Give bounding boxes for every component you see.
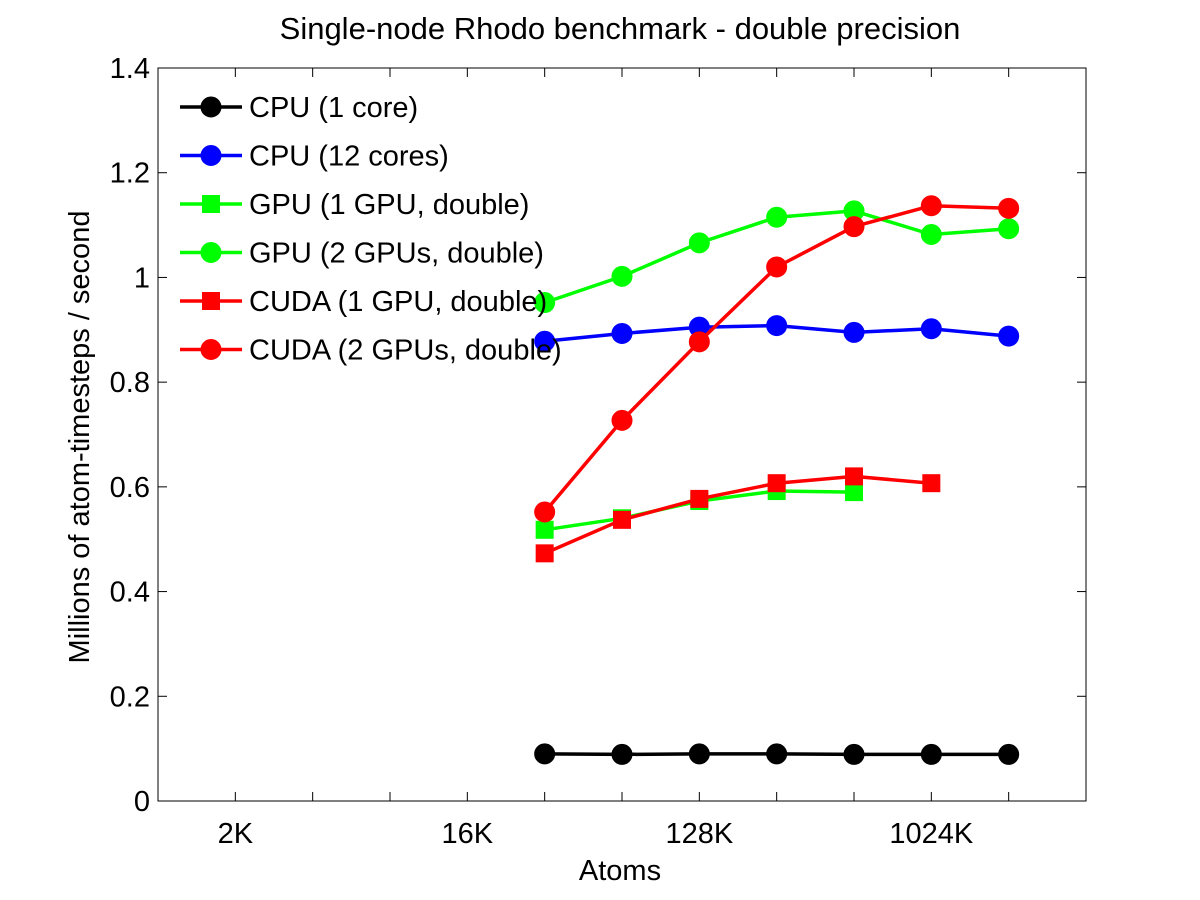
series-1: [534, 315, 1020, 352]
data-point: [998, 197, 1020, 219]
legend-marker: [200, 339, 222, 360]
data-point: [843, 321, 865, 343]
data-point: [766, 256, 788, 278]
y-tick-label: 0.8: [110, 367, 150, 399]
x-tick-label: 2K: [218, 818, 254, 850]
legend-marker: [202, 195, 220, 213]
chart-title: Single-node Rhodo benchmark - double pre…: [280, 11, 961, 46]
series-5: [534, 195, 1020, 523]
legend-label: CUDA (2 GPUs, double): [249, 335, 562, 367]
data-point: [613, 510, 631, 529]
x-tick-label: 128K: [665, 818, 733, 850]
legend-label: CPU (1 core): [249, 92, 418, 124]
data-point: [767, 474, 786, 493]
legend-label: GPU (2 GPUs, double): [249, 238, 544, 270]
data-point: [688, 331, 710, 353]
data-point: [845, 483, 863, 502]
data-point: [920, 223, 942, 245]
legend-marker: [200, 145, 222, 166]
data-point: [922, 474, 941, 493]
legend-marker: [200, 242, 222, 263]
data-point: [534, 330, 556, 352]
legend: CPU (1 core) CPU (12 cores) GPU (1 GPU, do…: [180, 92, 562, 367]
data-point: [688, 232, 710, 254]
series-line: [544, 474, 932, 556]
data-point: [534, 292, 556, 314]
data-point: [690, 489, 709, 508]
x-tick-label: 1024K: [889, 818, 974, 850]
data-point: [611, 409, 633, 431]
y-tick-label: 0.6: [110, 472, 150, 504]
y-axis-label: Millions of atom-timesteps / second: [64, 211, 96, 664]
data-point: [611, 322, 633, 344]
data-point: [766, 743, 788, 765]
legend-label: CPU (12 cores): [249, 141, 449, 173]
legend-marker: [202, 292, 220, 310]
y-tick-label: 1.4: [110, 53, 150, 85]
legend-item: GPU (2 GPUs, double): [180, 238, 544, 270]
data-point: [843, 216, 865, 238]
data-point: [920, 318, 942, 340]
data-point: [998, 743, 1020, 765]
x-tick-label: 16K: [442, 818, 494, 850]
x-axis-label: Atoms: [579, 855, 661, 887]
data-point: [534, 501, 556, 523]
legend-item: CPU (12 cores): [180, 141, 449, 173]
series-3: [534, 200, 1020, 314]
data-point: [920, 743, 942, 765]
data-point: [998, 218, 1020, 240]
series-0: [534, 743, 1020, 765]
legend-label: GPU (1 GPU, double): [249, 189, 529, 221]
legend-marker: [200, 96, 222, 118]
y-tick-label: 0.4: [110, 577, 150, 609]
y-tick-label: 1: [134, 262, 150, 294]
data-point: [920, 195, 942, 217]
data-point: [766, 206, 788, 228]
data-point: [845, 467, 863, 486]
legend-item: CUDA (2 GPUs, double): [180, 335, 562, 367]
data-point: [766, 315, 788, 337]
y-tick-label: 1.2: [110, 158, 150, 190]
data-point: [535, 520, 554, 539]
data-point: [998, 325, 1020, 347]
plot-area: 0 0.2 0.4 0.6 0.8 1 1.2 1.4 2K 16K 128K 1024K: [110, 53, 1087, 850]
data-point: [534, 743, 556, 765]
y-tick-label: 0: [134, 786, 150, 818]
legend-label: CUDA (1 GPU, double): [249, 286, 547, 318]
legend-item: GPU (1 GPU, double): [180, 189, 529, 221]
data-point: [611, 265, 633, 287]
data-point: [535, 544, 554, 563]
legend-item: CUDA (1 GPU, double): [180, 286, 547, 318]
legend-item: CPU (1 core): [180, 92, 418, 124]
series-4: [535, 467, 941, 563]
data-point: [611, 743, 633, 765]
data-point: [843, 743, 865, 765]
data-point: [688, 743, 710, 765]
y-tick-label: 0.2: [110, 681, 150, 713]
